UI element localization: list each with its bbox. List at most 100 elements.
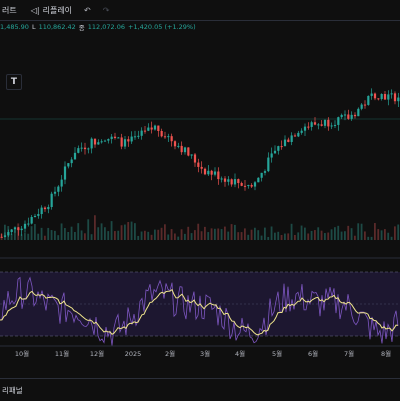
candle-body: [160, 131, 163, 137]
candle-body: [37, 214, 40, 216]
candle-body: [63, 166, 67, 180]
candle-body: [250, 185, 253, 187]
candle-body: [107, 139, 110, 141]
x-axis-label: 8월: [381, 349, 391, 358]
candle-body: [363, 104, 367, 106]
price-chart[interactable]: 10월 11월 12월 2025 2월 3월 4월 5월 6월 7월 8월: [0, 34, 400, 378]
candle-body: [323, 119, 327, 126]
chart-menu-label[interactable]: 러트: [2, 5, 17, 15]
volume-bar: [180, 229, 183, 240]
volume-bar: [10, 233, 13, 240]
volume-bar: [114, 231, 116, 240]
candle-body: [100, 141, 103, 143]
candle-body: [227, 179, 230, 182]
volume-bar: [150, 234, 153, 240]
candle-body: [17, 227, 20, 231]
volume-bar: [387, 232, 390, 240]
candle-body: [153, 125, 157, 130]
volume-bar: [87, 219, 90, 240]
volume-bar: [127, 222, 130, 240]
candle-body: [167, 136, 170, 138]
volume-bar: [70, 226, 73, 240]
candle-body: [163, 136, 167, 138]
volume-bar: [64, 228, 66, 240]
ohlc-open: 1,485.90: [0, 23, 29, 31]
candle-body: [123, 139, 127, 147]
candle-body: [80, 147, 83, 149]
top-toolbar: 러트 ◁| 리플레이 ↶ ↷: [0, 0, 400, 21]
candle-body: [367, 95, 370, 105]
candle-body: [237, 179, 240, 184]
candle-body: [263, 171, 267, 173]
candle-body: [13, 227, 17, 230]
candle-body: [283, 139, 287, 147]
volume-bar: [147, 231, 150, 240]
volume-bar: [227, 231, 230, 240]
ohlc-change: +1,420.05 (+1.29%): [128, 23, 196, 31]
candle-body: [23, 223, 27, 229]
candle-body: [33, 215, 37, 218]
candle-body: [317, 124, 320, 126]
volume-bar: [237, 232, 240, 240]
x-axis-label: 11월: [55, 349, 69, 358]
candle-body: [333, 124, 337, 126]
candle-body: [177, 145, 180, 147]
candle-body: [97, 142, 100, 145]
volume-bar: [234, 224, 236, 240]
x-axis-label: 2025: [125, 350, 142, 358]
candle-body: [353, 114, 357, 117]
volume-bar: [200, 231, 203, 240]
bottom-panel-label[interactable]: 리패널: [2, 385, 23, 395]
volume-bar: [230, 224, 233, 240]
candle-body: [200, 166, 203, 169]
candle-body: [273, 150, 277, 154]
volume-bar: [157, 229, 160, 240]
candle-body: [77, 148, 80, 153]
candle-body: [247, 185, 250, 187]
candle-body: [233, 179, 237, 185]
candle-body: [303, 126, 307, 131]
volume-bar: [397, 224, 400, 240]
replay-button[interactable]: ◁| 리플레이: [31, 5, 72, 16]
candle-body: [40, 207, 43, 215]
volume-bar: [27, 233, 30, 240]
volume-bar: [4, 224, 6, 240]
candle-body: [93, 138, 97, 145]
volume-bar: [120, 225, 123, 240]
candle-body: [70, 159, 73, 164]
replay-icon: ◁|: [30, 5, 40, 15]
volume-bar: [137, 235, 140, 240]
candle-body: [240, 183, 243, 186]
volume-bar: [297, 232, 300, 240]
redo-icon[interactable]: ↷: [102, 5, 110, 15]
candle-body: [130, 136, 133, 142]
candle-body: [287, 139, 290, 142]
candle-body: [133, 136, 137, 138]
candle-body: [143, 130, 147, 132]
candle-body: [350, 114, 353, 119]
candle-body: [213, 171, 217, 175]
x-axis-label: 2월: [165, 349, 175, 358]
volume-bar: [170, 229, 173, 240]
candle-body: [347, 114, 350, 119]
candle-body: [87, 148, 90, 150]
text-tool-button[interactable]: T: [6, 74, 22, 90]
volume-bar: [57, 235, 60, 240]
candle-body: [300, 130, 303, 133]
ohlc-close: 112,072.06: [87, 23, 125, 31]
volume-bar: [144, 230, 146, 240]
candle-body: [147, 127, 150, 131]
candle-body: [393, 93, 397, 102]
undo-icon[interactable]: ↶: [84, 5, 91, 15]
candle-body: [127, 139, 130, 142]
volume-bar: [354, 235, 356, 240]
candle-body: [243, 185, 247, 187]
x-axis-label: 4월: [235, 349, 245, 358]
ohlc-close-label: 종: [78, 24, 85, 32]
candle-body: [343, 114, 347, 116]
volume-bar: [277, 231, 280, 240]
candle-body: [190, 154, 193, 156]
candle-body: [270, 153, 273, 158]
volume-bar: [40, 227, 43, 240]
volume-bar: [364, 231, 366, 240]
